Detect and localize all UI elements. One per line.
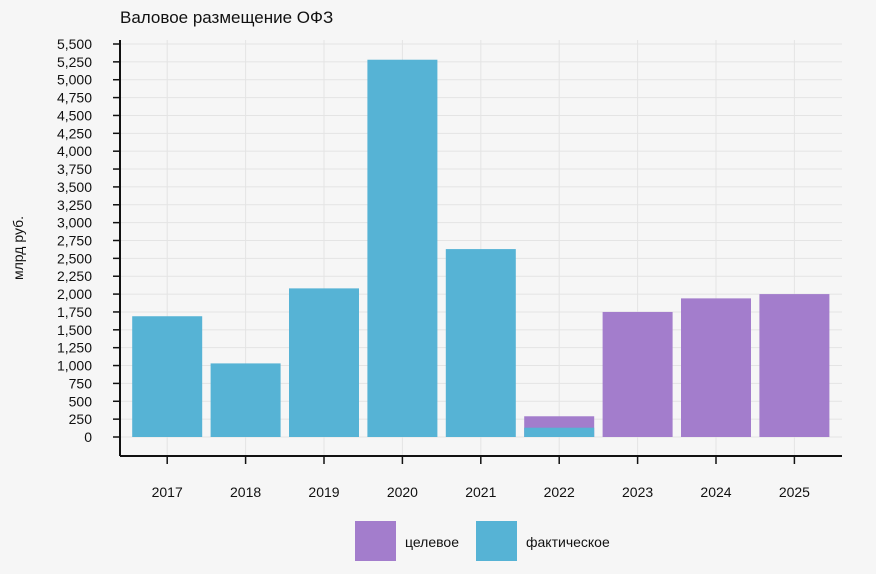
x-tick-label: 2020 [387, 484, 418, 500]
y-tick-label: 1,000 [57, 358, 92, 374]
x-tick-label: 2022 [544, 484, 575, 500]
x-tick-label: 2025 [779, 484, 810, 500]
bar [602, 311, 673, 437]
legend-swatch [355, 521, 396, 561]
legend-label: целевое [405, 534, 459, 550]
bars [132, 59, 830, 437]
y-tick-label: 5,500 [57, 36, 92, 52]
bar [289, 288, 359, 437]
y-tick-label: 4,500 [57, 107, 92, 123]
y-tick-label: 750 [69, 375, 93, 391]
y-tick-label: 2,750 [57, 233, 92, 249]
bar [445, 249, 516, 437]
y-tick-label: 4,250 [57, 125, 92, 141]
x-tick-label: 2023 [622, 484, 653, 500]
x-ticks: 2017 2018 2019 2020 2021 2022 2023 2024 2025 [152, 456, 810, 500]
y-tick-label: 4,750 [57, 90, 92, 106]
bar [210, 363, 281, 437]
chart-title: Валовое размещение ОФЗ [120, 8, 333, 27]
y-tick-label: 3,000 [57, 215, 92, 231]
x-tick-label: 2019 [308, 484, 339, 500]
y-tick-label: 2,500 [57, 250, 92, 266]
y-tick-label: 250 [69, 411, 93, 427]
bar [367, 59, 438, 437]
x-tick-label: 2021 [465, 484, 496, 500]
y-tick-label: 5,250 [57, 54, 92, 70]
x-tick-label: 2024 [700, 484, 731, 500]
bar [132, 316, 203, 437]
y-tick-label: 2,250 [57, 268, 92, 284]
bar [681, 298, 751, 437]
legend-label: фактическое [526, 534, 610, 550]
x-tick-label: 2018 [230, 484, 261, 500]
bar [759, 294, 830, 437]
y-tick-label: 1,500 [57, 322, 92, 338]
y-tick-label: 1,250 [57, 340, 92, 356]
y-tick-label: 5,000 [57, 72, 92, 88]
y-tick-label: 0 [84, 429, 92, 445]
y-tick-label: 500 [69, 393, 93, 409]
legend: целевое фактическое [355, 521, 610, 561]
bar [524, 427, 595, 437]
y-tick-label: 3,250 [57, 197, 92, 213]
y-tick-label: 4,000 [57, 143, 92, 159]
x-tick-label: 2017 [152, 484, 183, 500]
y-tick-label: 3,750 [57, 161, 92, 177]
y-tick-label: 1,750 [57, 304, 92, 320]
y-axis-label: млрд руб. [10, 216, 26, 280]
legend-swatch [476, 521, 517, 561]
y-tick-label: 2,000 [57, 286, 92, 302]
y-tick-label: 3,500 [57, 179, 92, 195]
